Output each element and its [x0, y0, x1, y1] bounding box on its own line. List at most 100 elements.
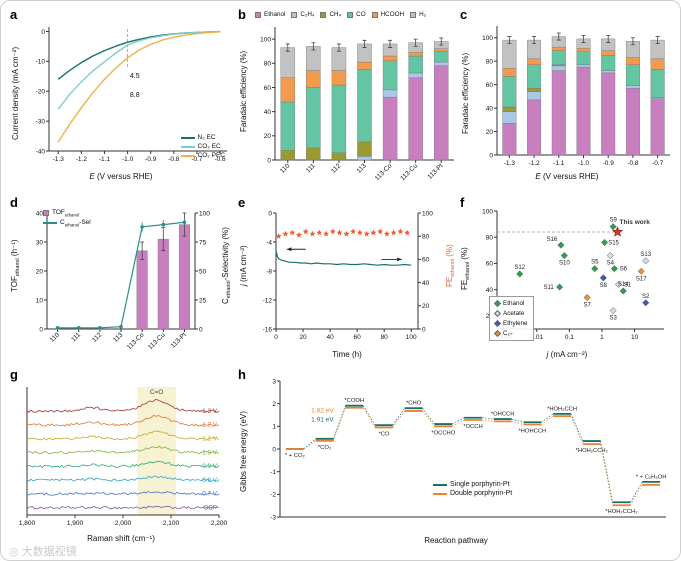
- n2-ec-line-swatch: [180, 136, 195, 139]
- svg-text:-4: -4: [266, 239, 272, 246]
- legend-item-f-c2plus: C₂₊: [493, 329, 528, 338]
- legend-item-c-ethanol-sel: Cethanol-Sel: [43, 219, 91, 228]
- svg-text:-0.9 V: -0.9 V: [200, 463, 218, 470]
- svg-text:4.5: 4.5: [130, 73, 140, 80]
- panel-g: g C=O 1,800 1,900 2,000 2,100 2,200 OCP -0.7 V -…: [9, 367, 233, 551]
- watermark-icon: ◎: [9, 545, 19, 558]
- svg-text:-1.0 V: -1.0 V: [200, 449, 218, 456]
- svg-text:-1.1: -1.1: [99, 156, 111, 163]
- svg-text:*HOH₂CCH₃: *HOH₂CCH₃: [605, 509, 638, 515]
- panel-a-x-axis-title-italic: E: [89, 172, 95, 181]
- svg-text:112: 112: [91, 331, 104, 344]
- c-ethanol-sel-swatch: [43, 222, 57, 225]
- svg-text:-3: -3: [270, 514, 276, 521]
- panel-e-right-y-axis-title: FEethanol (%): [444, 203, 457, 329]
- panel-h-letter: h: [238, 367, 246, 382]
- svg-text:40: 40: [264, 109, 272, 116]
- panel-b: b Ethanol C₂H₄ CH₄ CO HCOOH H₂ Faradaic …: [237, 7, 457, 193]
- legend-item-co2-ec: CO₂ EC: [180, 143, 225, 150]
- panel-f: f FEethanol (%) 204060801000.0010.010.11…: [459, 195, 675, 365]
- legend-item-hcooh: HCOOH: [371, 11, 404, 18]
- svg-text:2,000: 2,000: [115, 520, 132, 527]
- svg-text:20: 20: [486, 129, 494, 136]
- panel-g-plot: C=O 1,800 1,900 2,000 2,100 2,200 OCP -0.7 V -0.…: [19, 387, 228, 527]
- svg-text:20: 20: [299, 334, 307, 341]
- panel-a-x-axis-title-rest: (V versus RHE): [94, 172, 153, 181]
- panel-g-x-axis-title-text: Raman shift (cm⁻¹): [87, 534, 155, 543]
- svg-text:* + CO₂: * + CO₂: [285, 453, 305, 459]
- panel-e-left-y-axis-title: j (mA cm⁻²): [237, 203, 250, 329]
- panel-g-chart: C=O 1,800 1,900 2,000 2,100 2,200 OCP -0.7 V -0.…: [19, 387, 228, 527]
- svg-text:-40: -40: [36, 148, 46, 155]
- co-label: CO: [356, 11, 366, 18]
- svg-text:10: 10: [36, 297, 44, 304]
- svg-text:40: 40: [36, 210, 44, 217]
- svg-text:*OCCH: *OCCH: [463, 424, 482, 430]
- svg-text:8.8: 8.8: [130, 92, 140, 99]
- svg-text:S14: S14: [618, 282, 629, 288]
- panel-d: d TOFethanol (h⁻¹) Cethanol-Selectivity …: [9, 195, 233, 365]
- panel-c-x-axis-title-rest: (V versus RHE): [540, 172, 599, 181]
- svg-text:110: 110: [49, 331, 62, 344]
- legend-item-ch4: CH₄: [320, 11, 341, 18]
- ch4-label: CH₄: [329, 11, 342, 18]
- svg-text:111: 111: [70, 331, 82, 343]
- panel-b-chart: 0 20 40 60 80 100 110 111 112 113 113-Co 113-Cu 113-…: [260, 27, 454, 182]
- panel-h-plot: -3 -2 -1 0 1 2 3 * + CO₂ *CO₂ *COOH *CO *CHO *OCCHO *…: [270, 378, 666, 521]
- legend-item-co2-pec: CO₂ PEC: [180, 152, 225, 159]
- svg-text:*OHCCH: *OHCCH: [491, 412, 515, 418]
- svg-text:113-Cu: 113-Cu: [399, 162, 419, 182]
- svg-text:1.82 eV: 1.82 eV: [311, 407, 334, 414]
- svg-text:-16: -16: [263, 326, 273, 333]
- legend-item-ethanol: Ethanol: [255, 11, 285, 18]
- svg-text:20: 20: [422, 303, 430, 310]
- svg-text:3: 3: [272, 378, 276, 385]
- svg-text:40: 40: [486, 287, 494, 294]
- svg-text:-2: -2: [270, 492, 276, 499]
- ch4-swatch: [320, 11, 327, 18]
- svg-text:100: 100: [482, 35, 493, 42]
- svg-text:*CO₂: *CO₂: [318, 445, 331, 451]
- svg-text:C=O: C=O: [150, 389, 164, 396]
- svg-text:S17: S17: [636, 276, 647, 282]
- panel-d-right-y-axis-title: Cethanol-Selectivity (%): [220, 203, 233, 329]
- panel-a-plot: 0 -10 -20 -30 -40 -1.3 -1.2 -1.1 -1.0 -0.9 -0.8 -0.…: [36, 27, 227, 163]
- svg-text:-8: -8: [266, 268, 272, 275]
- panel-e: e j (mA cm⁻²) FEethanol (%) 0 -4 -8 -12 -16 0…: [237, 195, 457, 365]
- svg-text:*OCCHO: *OCCHO: [431, 430, 455, 436]
- svg-text:0: 0: [422, 326, 426, 333]
- svg-text:100: 100: [422, 210, 433, 217]
- panel-a-y-axis-title-text: Current density (mA cm⁻²): [11, 46, 20, 140]
- svg-text:80: 80: [264, 61, 272, 68]
- svg-text:113-Co: 113-Co: [374, 162, 394, 182]
- svg-text:S8: S8: [600, 283, 608, 289]
- svg-text:S6: S6: [620, 267, 628, 273]
- svg-text:-0.7 V: -0.7 V: [200, 491, 218, 498]
- panel-b-letter: b: [238, 7, 246, 22]
- svg-text:50: 50: [199, 268, 207, 275]
- panel-h-y-axis-title: Gibbs free energy (eV): [237, 373, 250, 531]
- c2h4-swatch: [291, 11, 298, 18]
- panel-g-x-axis-title: Raman shift (cm⁻¹): [9, 534, 233, 543]
- svg-text:20: 20: [36, 268, 44, 275]
- co2-pec-line-swatch: [180, 154, 195, 157]
- svg-text:-0.8: -0.8: [627, 160, 639, 167]
- legend-item-single-porphyrin: Single porphyrin-Pt: [433, 481, 512, 488]
- legend-item-f-ethylene: Ethylene: [493, 319, 528, 328]
- watermark: ◎ 大数据视镜: [9, 543, 77, 559]
- panel-f-legend: Ethanol Acetate Ethylene C₂₊: [489, 296, 534, 341]
- svg-text:-0.8: -0.8: [168, 156, 180, 163]
- legend-item-tof-ethanol: TOFethanol: [43, 209, 91, 217]
- svg-text:0: 0: [489, 152, 493, 159]
- svg-text:S13: S13: [640, 252, 651, 258]
- svg-text:S15: S15: [608, 240, 619, 246]
- svg-text:*HOH₂CCH₂: *HOH₂CCH₂: [576, 448, 608, 454]
- svg-text:113-Pt: 113-Pt: [426, 162, 444, 180]
- svg-text:0: 0: [268, 210, 272, 217]
- co-swatch: [347, 11, 354, 18]
- panel-d-letter: d: [10, 195, 18, 210]
- svg-text:-1.0: -1.0: [122, 156, 134, 163]
